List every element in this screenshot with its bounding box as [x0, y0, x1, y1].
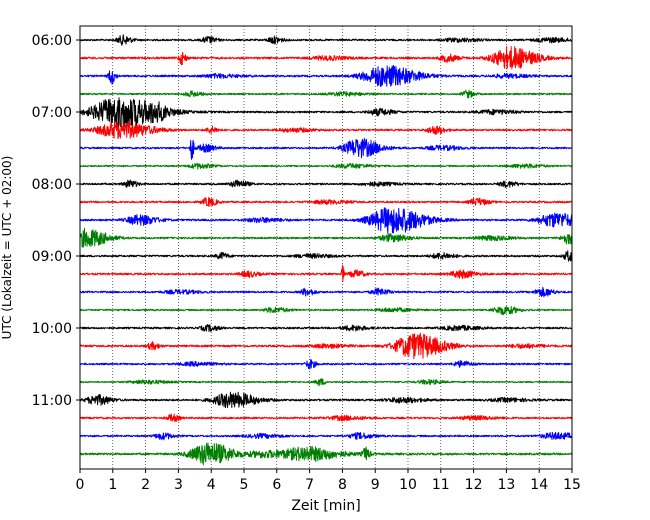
y-tick-label: 08:00 — [32, 177, 72, 193]
x-tick-label: 6 — [272, 477, 281, 493]
trace-line-0815 — [79, 197, 573, 207]
seismic-traces — [79, 34, 573, 466]
x-tick-label: 3 — [174, 477, 183, 493]
x-tick-label: 2 — [141, 477, 150, 493]
plot-frame — [79, 25, 573, 470]
x-tick-label: 4 — [207, 477, 216, 493]
grid-lines — [112, 26, 540, 469]
trace-line-0930 — [79, 286, 573, 298]
trace-line-1130 — [79, 431, 573, 441]
trace-line-0945 — [79, 305, 573, 316]
trace-line-0915 — [79, 264, 573, 282]
x-tick-label: 10 — [399, 477, 417, 493]
trace-line-0845 — [79, 227, 573, 248]
x-axis-label: Zeit [min] — [291, 498, 360, 514]
x-tick-label: 15 — [563, 477, 581, 493]
x-tick-label: 8 — [338, 477, 347, 493]
y-tick-label: 09:00 — [32, 249, 72, 265]
x-tick-label: 11 — [432, 477, 450, 493]
trace-line-1115 — [79, 413, 573, 423]
x-tick-label: 0 — [76, 477, 85, 493]
trace-line-0715 — [79, 121, 573, 139]
trace-line-0730 — [79, 137, 573, 160]
trace-line-1000 — [79, 323, 573, 332]
x-tick-label: 13 — [497, 477, 515, 493]
y-axis-label: UTC (Lokalzeit = UTC + 02:00) — [0, 156, 14, 340]
trace-line-1100 — [79, 391, 573, 409]
y-tick-label: 10:00 — [32, 321, 72, 337]
trace-line-0745 — [79, 162, 573, 170]
trace-line-1015 — [79, 332, 573, 360]
x-tick-label: 14 — [530, 477, 548, 493]
trace-line-0900 — [79, 250, 573, 262]
y-axis-ticks: 06:00 07:00 08:00 09:00 10:00 11:00 — [32, 33, 80, 409]
x-axis-ticks: 0 1 2 3 4 5 6 7 8 9 10 11 12 13 14 15 — [76, 469, 581, 493]
trace-line-1030 — [79, 358, 573, 370]
x-tick-label: 12 — [465, 477, 483, 493]
trace-line-0615 — [79, 46, 573, 70]
trace-line-0800 — [79, 179, 573, 188]
x-tick-label: 9 — [371, 477, 380, 493]
x-tick-label: 1 — [108, 477, 117, 493]
x-tick-label: 7 — [305, 477, 314, 493]
trace-line-0830 — [79, 207, 573, 235]
y-tick-label: 06:00 — [32, 33, 72, 49]
trace-line-0645 — [79, 89, 573, 99]
trace-line-0630 — [79, 65, 573, 87]
trace-line-0700 — [79, 97, 573, 129]
y-tick-label: 07:00 — [32, 105, 72, 121]
trace-line-0600 — [79, 34, 573, 46]
x-tick-label: 5 — [240, 477, 249, 493]
y-tick-label: 11:00 — [32, 393, 72, 409]
trace-line-1145 — [79, 442, 573, 466]
trace-line-1045 — [79, 378, 573, 387]
